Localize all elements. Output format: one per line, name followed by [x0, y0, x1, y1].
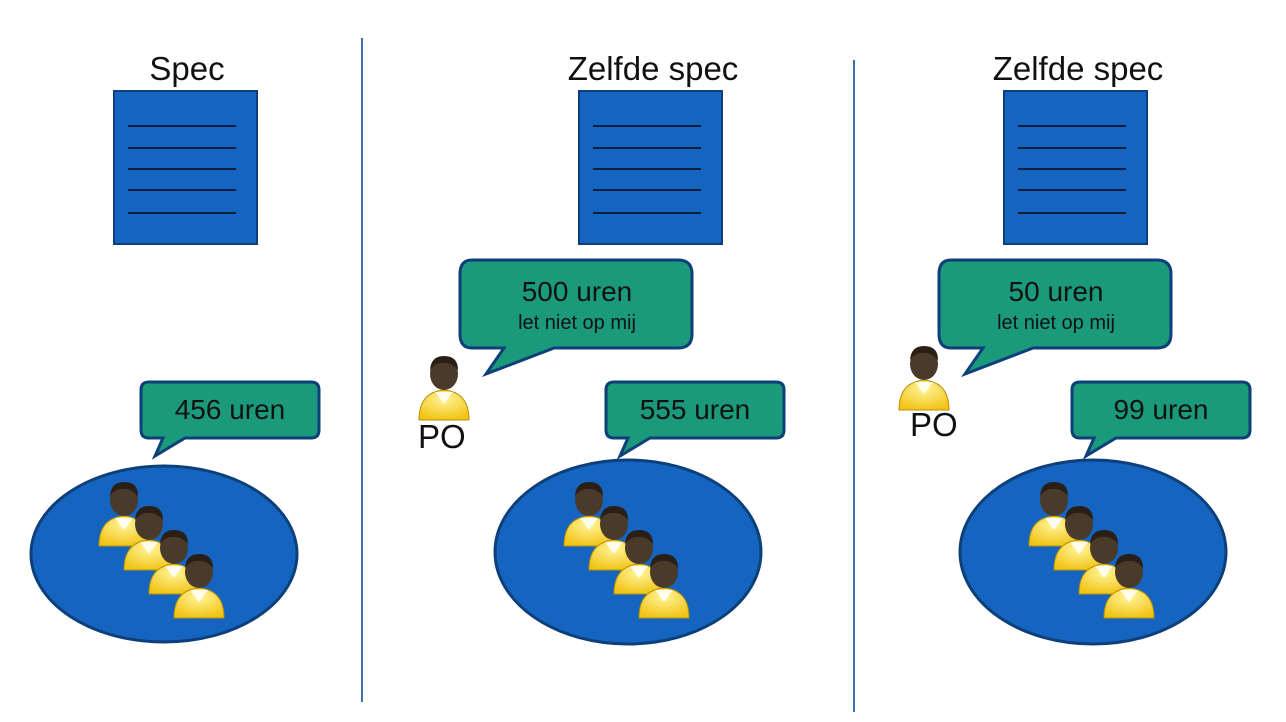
po-estimate-hours: 50 uren: [1008, 276, 1104, 307]
team-member-icon: [1100, 548, 1158, 625]
speech-bubble-icon: [937, 258, 1173, 378]
po-label: PO: [418, 418, 466, 455]
speech-bubble-icon: [1070, 380, 1252, 460]
po-person-icon: [895, 340, 953, 417]
team-estimate-bubble: 456 uren: [135, 378, 325, 463]
speech-bubble-icon: [458, 258, 694, 378]
po-estimate-note: let niet op mij: [997, 312, 1115, 334]
divider-left: [361, 38, 363, 702]
team-estimate-bubble: 555 uren: [600, 378, 790, 463]
team-member-icon: [170, 548, 228, 625]
speech-bubble-icon: [139, 380, 321, 460]
po-person-icon: [415, 350, 473, 427]
team-estimate-text: 456 uren: [174, 394, 286, 425]
po-label: PO: [910, 406, 958, 443]
spec-document-icon: [578, 90, 723, 245]
panel-title: Zelfde spec: [567, 50, 739, 87]
team-estimate-text: 555 uren: [639, 394, 751, 425]
panel-title: Spec: [149, 50, 225, 87]
po-estimate-bubble: 50 uren let niet op mij: [935, 256, 1177, 381]
po-estimate-note: let niet op mij: [518, 312, 636, 334]
team-estimate-bubble: 99 uren: [1066, 378, 1256, 463]
po-estimate-hours: 500 uren: [521, 276, 633, 307]
spec-document-icon: [113, 90, 258, 245]
team-estimate-text: 99 uren: [1113, 394, 1209, 425]
divider-right: [853, 60, 855, 712]
po-estimate-bubble: 500 uren let niet op mij: [456, 256, 698, 381]
team-member-icon: [635, 548, 693, 625]
spec-document-icon: [1003, 90, 1148, 245]
panel-title: Zelfde spec: [992, 50, 1164, 87]
speech-bubble-icon: [604, 380, 786, 460]
